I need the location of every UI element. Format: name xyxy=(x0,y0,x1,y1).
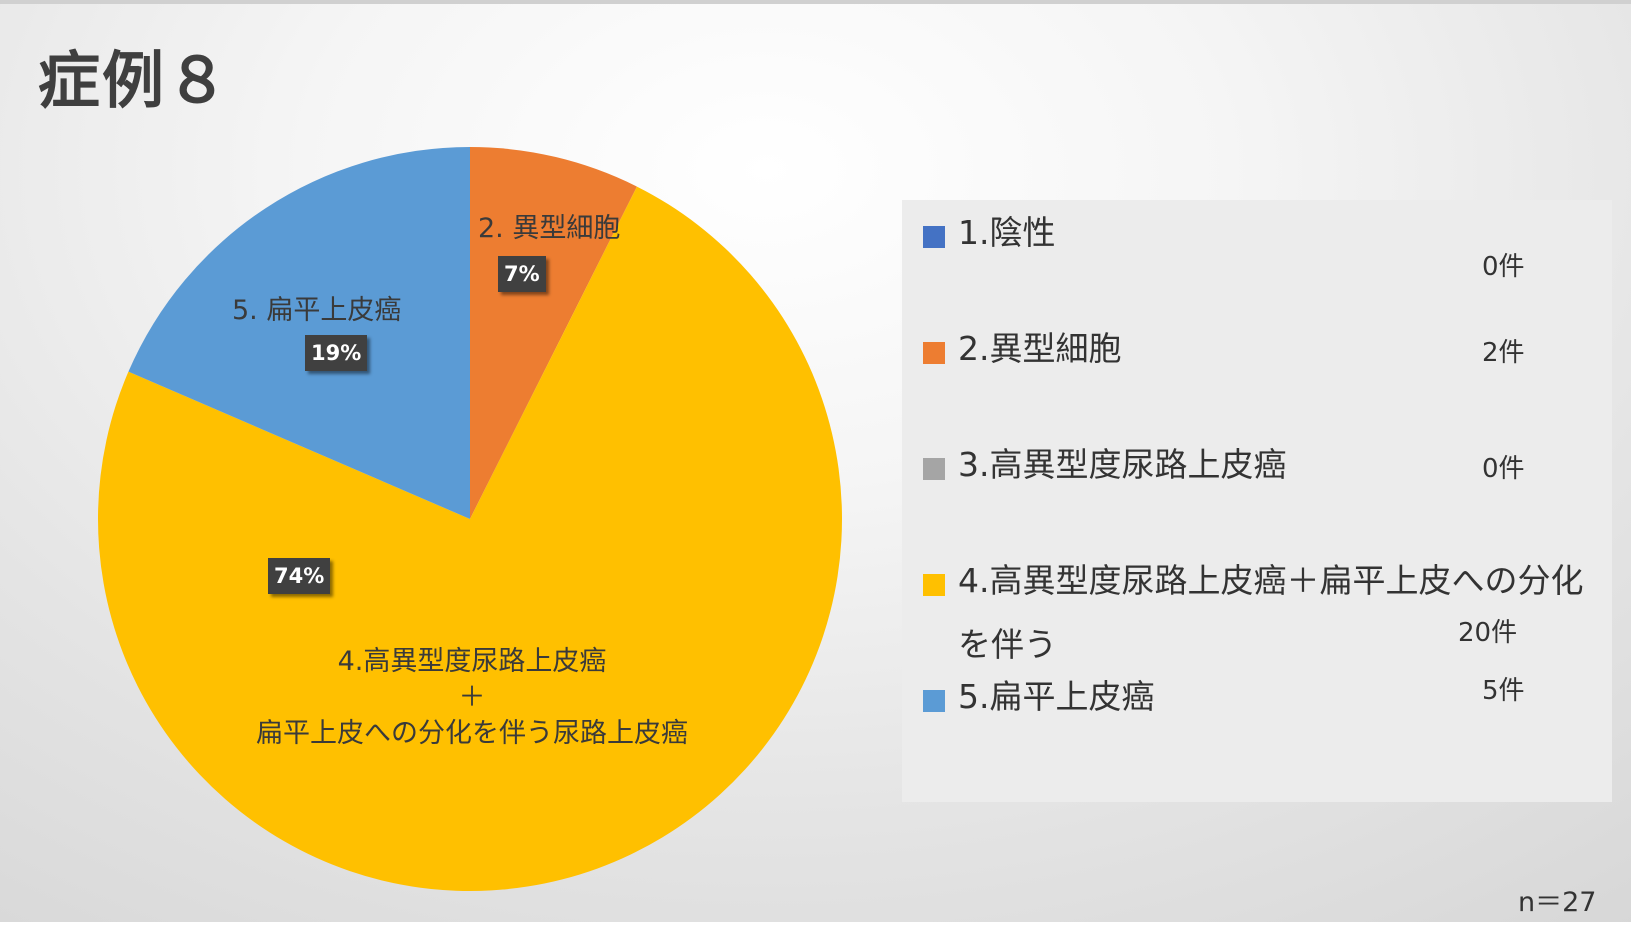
page-title: 症例８ xyxy=(38,44,231,117)
pie-slice-5 xyxy=(128,147,470,519)
chart-legend: 1.陰性 0件 2.異型細胞 2件 3.高異型度尿路上皮癌 0件 4.高異型度尿… xyxy=(902,200,1612,802)
legend-count: 5件 xyxy=(1482,676,1525,706)
legend-label: 2.異型細胞 xyxy=(958,329,1122,368)
percent-label-high-grade-squamous-diff: 74% xyxy=(268,558,331,594)
legend-label: 3.高異型度尿路上皮癌 xyxy=(958,445,1287,484)
pie-slice-2 xyxy=(470,147,637,519)
legend-swatch xyxy=(923,226,945,248)
percent-label-squamous-carcinoma: 19% xyxy=(305,335,368,371)
legend-swatch xyxy=(923,342,945,364)
legend-swatch xyxy=(923,574,945,596)
legend-label: 4.高異型度尿路上皮癌＋扁平上皮への分化を伴う xyxy=(958,561,1584,664)
pie-slice-4 xyxy=(97,186,843,891)
pie-chart xyxy=(97,147,843,891)
slice-label-line: 扁平上皮への分化を伴う尿路上皮癌 xyxy=(256,718,688,749)
legend-count: 0件 xyxy=(1482,252,1525,282)
slice-label-line: 4.高異型度尿路上皮癌 xyxy=(337,646,607,677)
legend-count: 20件 xyxy=(1458,618,1518,648)
slice-label-squamous-carcinoma: 5. 扁平上皮癌 xyxy=(232,295,402,326)
legend-count: 0件 xyxy=(1482,454,1525,484)
legend-swatch xyxy=(923,690,945,712)
percent-label-atypical-cells: 7% xyxy=(498,256,546,292)
legend-label: 1.陰性 xyxy=(958,213,1056,252)
sample-size-label: n＝27 xyxy=(1518,887,1597,918)
slice-label-line: ＋ xyxy=(458,682,486,713)
legend-count: 2件 xyxy=(1482,338,1525,368)
slice-label-atypical-cells: 2. 異型細胞 xyxy=(478,213,621,244)
legend-swatch xyxy=(923,458,945,480)
slice-label-high-grade-squamous-diff: 4.高異型度尿路上皮癌 ＋ 扁平上皮への分化を伴う尿路上皮癌 xyxy=(232,644,712,752)
legend-label: 5.扁平上皮癌 xyxy=(958,677,1155,716)
